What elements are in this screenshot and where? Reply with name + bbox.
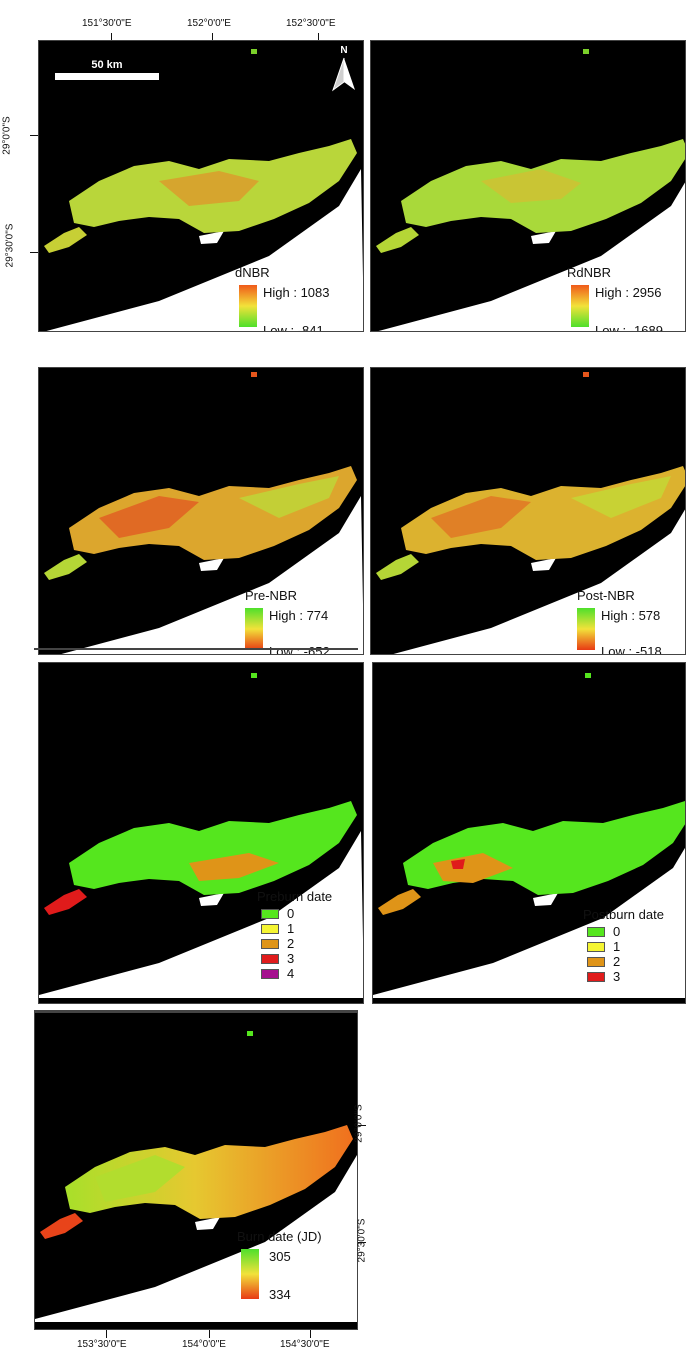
legend-class-row: 0	[587, 924, 664, 939]
map-dnbr	[39, 49, 363, 331]
legend-title: Preburn date	[257, 889, 333, 904]
legend-class-row: 0	[261, 906, 332, 921]
legend-swatch	[261, 968, 279, 979]
north-arrow-icon	[332, 57, 355, 92]
legend-class-label: 2	[613, 954, 621, 969]
color-ramp	[571, 285, 589, 327]
left-y-tickmark	[30, 252, 38, 253]
legend-class-row: 2	[587, 954, 664, 969]
top-x-tickmark	[318, 33, 319, 41]
map-panel-burndate	[34, 1010, 358, 1012]
legend-title: dNBR	[235, 265, 270, 280]
legend-swatch	[261, 908, 279, 919]
legend-class-label: 3	[287, 951, 295, 966]
scale-bar: 50 km	[55, 59, 159, 80]
legend-high-label: High : 1083	[263, 285, 330, 300]
legend-high-label: High : 578	[601, 608, 661, 623]
bottom-x-tickmark	[106, 1330, 107, 1338]
legend-rdnbr: RdNBR High : 2956 Low : -1689	[567, 265, 663, 331]
legend-preburn: Preburn date 0 1 2 3 4	[257, 889, 332, 981]
legend-class-label: 1	[613, 939, 621, 954]
top-x-tick-label: 151°30'0"E	[82, 18, 132, 29]
top-x-tick-label: 152°30'0"E	[286, 18, 336, 29]
scale-bar-label: 50 km	[91, 59, 123, 71]
map-panel-postnbr: Post-NBR High : 578 Low : -518	[370, 367, 686, 655]
top-x-tickmark	[111, 33, 112, 41]
legend-class-row: 2	[261, 936, 332, 951]
map-panel-prenbr: Pre-NBR High : 774 Low : -652	[38, 367, 364, 655]
map-preburn	[39, 673, 363, 998]
map-panel-dnbr: 50 km N dNBR High : 1083 Low : -841	[38, 40, 364, 332]
legend-postburn: Postburn date 0 1 2 3	[583, 907, 664, 984]
legend-low-label: Low : -841	[263, 323, 324, 332]
bottom-x-tickmark	[310, 1330, 311, 1338]
legend-swatch	[261, 923, 279, 934]
bottom-x-tick-label: 154°0'0"E	[182, 1339, 226, 1350]
legend-swatch	[261, 953, 279, 964]
right-y-tick-label: 29°0'0"S	[353, 1104, 365, 1143]
legend-class-label: 4	[287, 966, 295, 981]
top-x-tick-label: 152°0'0"E	[187, 18, 231, 29]
legend-title: Postburn date	[583, 907, 664, 922]
bottom-x-tick-label: 154°30'0"E	[280, 1339, 330, 1350]
north-arrow-label: N	[340, 45, 348, 56]
legend-swatch	[587, 926, 605, 937]
legend-low-label: Low : -518	[601, 644, 662, 655]
legend-bottom-label: 334	[269, 1287, 291, 1302]
legend-postnbr: Post-NBR High : 578 Low : -518	[577, 588, 662, 654]
legend-class-row: 4	[261, 966, 332, 981]
map-panel-burndate-main: Burn date (JD) 305 334	[34, 1012, 358, 1330]
legend-class-label: 1	[287, 921, 295, 936]
scale-bar-line	[55, 73, 159, 80]
legend-low-label: Low : -1689	[595, 323, 663, 332]
map-burndate	[35, 1031, 357, 1322]
left-y-tick-label: 29°0'0"S	[1, 116, 13, 155]
legend-class-row: 1	[587, 939, 664, 954]
legend-swatch	[261, 938, 279, 949]
legend-class-row: 3	[587, 969, 664, 984]
color-ramp	[241, 1249, 259, 1299]
color-ramp	[239, 285, 257, 327]
map-prenbr	[39, 372, 363, 654]
legend-top-label: 305	[269, 1249, 291, 1264]
legend-class-label: 0	[613, 924, 621, 939]
map-panel-preburn: Preburn date 0 1 2 3 4	[38, 662, 364, 1004]
legend-swatch	[587, 956, 605, 967]
legend-swatch	[587, 971, 605, 982]
legend-title: Post-NBR	[577, 588, 635, 603]
legend-class-label: 0	[287, 906, 295, 921]
map-postnbr	[371, 372, 685, 654]
left-y-tick-label: 29°30'0"S	[4, 223, 16, 268]
legend-title: RdNBR	[567, 265, 612, 280]
map-postburn	[373, 673, 685, 998]
bottom-x-tickmark	[209, 1330, 210, 1338]
right-y-tickmark	[358, 1125, 366, 1126]
legend-title: Burn date (JD)	[237, 1229, 322, 1244]
map-panel-postburn: Postburn date 0 1 2 3	[372, 662, 686, 1004]
legend-burndate: Burn date (JD) 305 334	[237, 1229, 322, 1302]
right-y-tick-label: 29°30'0"S	[356, 1218, 368, 1263]
north-arrow: N	[331, 45, 357, 97]
left-y-tickmark	[30, 135, 38, 136]
color-ramp	[245, 608, 263, 650]
map-panel-burndate-frame	[34, 648, 358, 650]
legend-class-row: 3	[261, 951, 332, 966]
legend-class-row: 1	[261, 921, 332, 936]
legend-swatch	[587, 941, 605, 952]
legend-class-label: 3	[613, 969, 621, 984]
bottom-x-tick-label: 153°30'0"E	[77, 1339, 127, 1350]
legend-title: Pre-NBR	[245, 588, 298, 603]
map-panel-rdnbr: RdNBR High : 2956 Low : -1689	[370, 40, 686, 332]
legend-high-label: High : 2956	[595, 285, 662, 300]
color-ramp	[577, 608, 595, 650]
map-rdnbr	[371, 49, 685, 331]
top-x-tickmark	[212, 33, 213, 41]
legend-dnbr: dNBR High : 1083 Low : -841	[235, 265, 330, 331]
legend-high-label: High : 774	[269, 608, 329, 623]
right-y-tickmark	[358, 1242, 366, 1243]
legend-class-label: 2	[287, 936, 295, 951]
legend-prenbr: Pre-NBR High : 774 Low : -652	[245, 588, 330, 654]
